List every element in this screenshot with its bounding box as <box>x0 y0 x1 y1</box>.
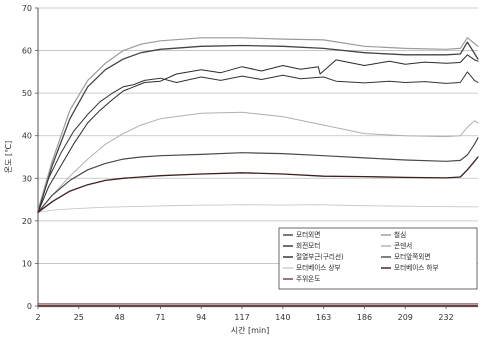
series-line-8 <box>37 156 479 213</box>
legend-label-5: 절열부근(구리선) <box>296 252 344 261</box>
legend-label-1: 모터외면 <box>296 230 320 239</box>
series-line-6 <box>37 137 479 213</box>
legend-label-8: 모터베이스 하부 <box>394 263 439 272</box>
series-lines <box>37 37 479 305</box>
x-tick-label-25: 25 <box>74 313 84 322</box>
x-tick-label-94: 94 <box>196 313 206 322</box>
y-tick-label-20: 20 <box>22 217 32 226</box>
x-tick-label-48: 48 <box>115 313 125 322</box>
series-line-3 <box>37 71 479 213</box>
legend-label-6: 모터앞쪽외면 <box>394 252 430 261</box>
x-tick-label-140: 140 <box>275 313 290 322</box>
x-tick-label-163: 163 <box>316 313 331 322</box>
x-tick-label-2: 2 <box>35 313 40 322</box>
legend-label-9: 주위온도 <box>296 275 320 283</box>
series-line-4 <box>37 111 479 213</box>
legend-label-2: 철심 <box>394 230 406 239</box>
y-tick-label-10: 10 <box>22 259 32 268</box>
y-tick-label-70: 70 <box>22 4 32 13</box>
y-tick-label-30: 30 <box>22 174 32 183</box>
x-tick-label-71: 71 <box>155 313 165 322</box>
y-tick-labels: 0 10 20 30 40 50 60 70 <box>22 4 38 311</box>
axes <box>37 8 478 308</box>
y-tick-label-60: 60 <box>22 47 32 56</box>
x-tick-label-232: 232 <box>438 313 453 322</box>
y-tick-label-0: 0 <box>27 302 32 311</box>
legend-label-4: 콘덴서 <box>394 241 412 250</box>
x-tick-label-209: 209 <box>398 313 413 322</box>
gridlines <box>38 7 478 264</box>
y-tick-label-50: 50 <box>22 89 32 98</box>
x-tick-label-186: 186 <box>357 313 372 322</box>
series-line-1 <box>37 41 479 213</box>
legend-label-7: 모터베이스 상부 <box>296 263 341 272</box>
series-line-7 <box>37 204 479 213</box>
series-line-5 <box>37 54 479 213</box>
x-axis-title: 시간 [min] <box>231 325 270 335</box>
y-axis-title: 온도 [℃] <box>4 141 13 174</box>
y-tick-label-40: 40 <box>22 132 32 141</box>
legend-label-3: 회전모터 <box>296 241 320 250</box>
x-tick-labels: 2 25 48 71 94 117 140 163 186 209 232 <box>35 306 454 322</box>
series-line-2 <box>37 37 479 211</box>
x-tick-label-117: 117 <box>234 313 249 322</box>
legend-box <box>278 227 478 290</box>
